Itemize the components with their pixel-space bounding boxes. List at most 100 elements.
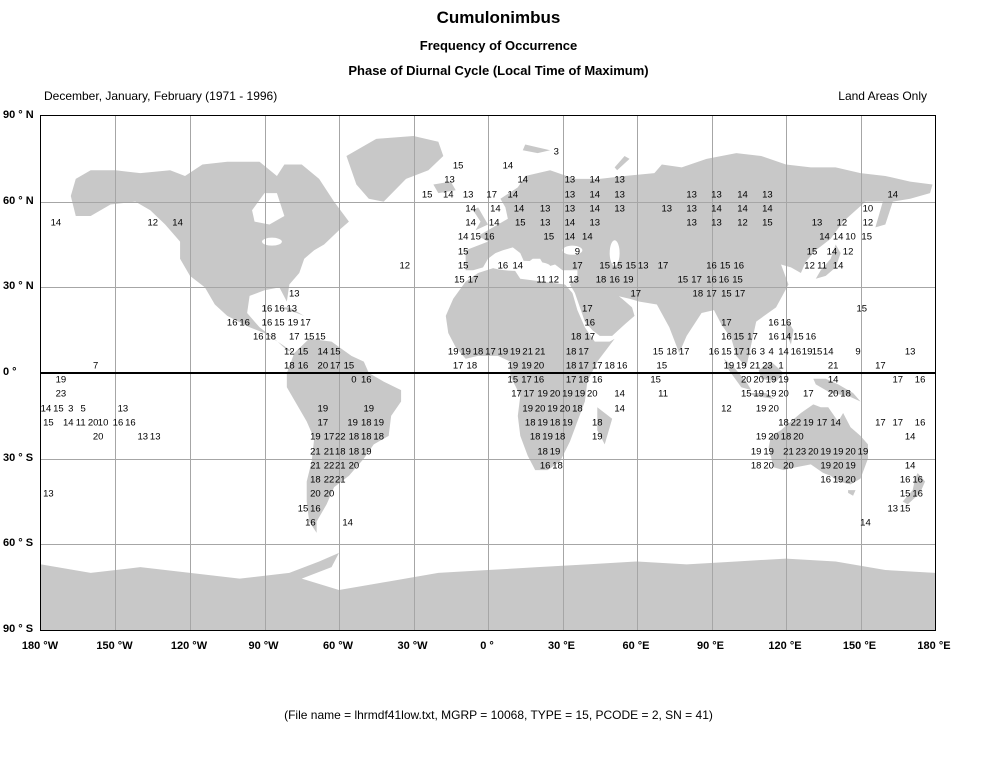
data-value: 14	[832, 231, 844, 243]
data-value: 14	[778, 345, 789, 357]
data-value: 15	[53, 402, 64, 414]
data-value: 17	[657, 260, 669, 272]
data-value: 16	[591, 374, 603, 386]
data-value: 18	[604, 360, 615, 372]
data-value: 13	[614, 188, 625, 200]
landmass-eurasia	[465, 153, 933, 368]
data-value: 15	[899, 488, 911, 500]
data-value: 18	[537, 445, 548, 457]
data-value: 18	[572, 402, 583, 414]
data-value: 0	[351, 374, 357, 386]
data-value: 13	[887, 502, 899, 514]
data-value: 16	[745, 345, 757, 357]
data-value: 20	[845, 445, 856, 457]
x-axis-tick-label: 90 °W	[248, 640, 279, 652]
data-value: 13	[564, 174, 576, 186]
data-value: 17	[582, 303, 593, 314]
data-value: 20	[768, 431, 779, 443]
data-value: 16	[533, 374, 545, 386]
data-value: 18	[552, 460, 563, 472]
data-value: 17	[875, 417, 886, 429]
data-value: 19	[736, 360, 747, 372]
data-value: 20	[549, 388, 561, 400]
data-value: 15	[543, 231, 555, 243]
data-value: 15	[899, 502, 911, 514]
data-value: 18	[840, 388, 851, 400]
data-value: 19	[820, 460, 832, 472]
data-value: 18	[591, 417, 603, 429]
data-value: 14	[342, 517, 353, 529]
landmass-britain	[473, 207, 488, 231]
data-value: 13	[686, 188, 697, 200]
data-value: 16	[361, 374, 372, 386]
data-value: 18	[666, 345, 678, 357]
landmass-new-guinea	[813, 378, 861, 402]
data-value: 13	[117, 402, 129, 414]
data-value: 20	[740, 374, 752, 386]
landmass-japan	[815, 244, 841, 279]
data-value: 13	[811, 217, 823, 229]
data-value: 18	[284, 360, 295, 372]
data-value: 14	[887, 188, 899, 200]
data-value: 16	[112, 417, 124, 429]
data-value: 15	[457, 260, 469, 272]
data-value: 23	[762, 360, 773, 372]
data-value: 15	[457, 245, 469, 257]
data-value: 13	[711, 188, 722, 200]
data-value: 15	[303, 331, 315, 343]
data-value: 21	[334, 460, 346, 472]
data-value: 13	[564, 188, 576, 200]
data-value: 18	[310, 474, 321, 486]
data-value: 17	[584, 331, 596, 343]
data-value: 14	[589, 174, 601, 186]
data-value: 15	[652, 345, 664, 357]
data-value: 19	[723, 360, 735, 372]
landmass-borneo	[758, 361, 784, 382]
data-value: 22	[790, 417, 802, 429]
data-value: 3	[759, 345, 766, 357]
data-value: 18	[692, 288, 704, 300]
data-value: 12	[399, 260, 411, 272]
grid-line-horizontal	[41, 544, 935, 546]
data-value: 19	[765, 388, 777, 400]
x-axis-tick-label: 180 °W	[21, 640, 59, 652]
data-value: 13	[149, 431, 161, 443]
data-value: 13	[564, 203, 576, 215]
data-value: 13	[904, 345, 916, 357]
data-value: 17	[892, 374, 904, 386]
data-value: 18	[373, 431, 385, 443]
data-value: 12	[842, 245, 854, 257]
data-value: 16	[239, 317, 250, 329]
data-value: 17	[691, 274, 702, 286]
data-value: 13	[539, 217, 551, 229]
data-value: 14	[589, 203, 601, 215]
data-value: 12	[147, 217, 159, 229]
data-value: 16	[706, 260, 717, 272]
plot-area: 3 15 14 13 14 13 14 13 15 14 13 17 14 13 14 13 13 13 14 13 1…	[40, 115, 936, 631]
data-value: 19	[537, 417, 548, 429]
data-value: 14	[50, 217, 62, 229]
data-value: 15	[806, 245, 818, 257]
data-value: 16	[914, 374, 926, 386]
data-value: 17	[329, 360, 341, 372]
data-value: 19	[832, 474, 844, 486]
data-value: 20	[832, 460, 844, 472]
data-value: 23	[55, 388, 67, 400]
data-value: 18	[348, 445, 360, 457]
data-value: 20	[778, 388, 789, 400]
data-value: 22	[323, 474, 335, 486]
data-value: 18	[549, 417, 561, 429]
data-value: 18	[778, 417, 789, 429]
data-value: 12	[548, 274, 560, 286]
landmass-java	[748, 392, 774, 399]
data-value: 22	[323, 460, 335, 472]
data-value: 14	[860, 517, 871, 529]
data-value: 14	[512, 260, 524, 272]
data-value: 14	[737, 188, 748, 200]
grid-line-horizontal	[41, 201, 935, 203]
landmass-madagascar	[597, 407, 613, 445]
data-value: 17	[565, 374, 577, 386]
data-value: 15	[856, 303, 868, 314]
data-value: 22	[334, 431, 346, 443]
data-value: 21	[522, 345, 534, 357]
